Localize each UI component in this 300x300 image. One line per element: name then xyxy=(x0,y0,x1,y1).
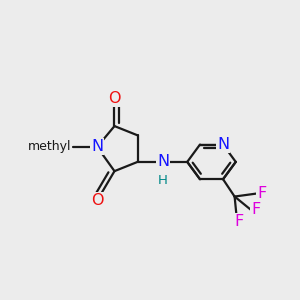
Text: F: F xyxy=(251,202,260,217)
Text: N: N xyxy=(157,154,169,169)
Text: N: N xyxy=(91,140,103,154)
Text: N: N xyxy=(217,137,229,152)
Text: H: H xyxy=(158,174,168,187)
Text: O: O xyxy=(91,193,103,208)
Text: O: O xyxy=(108,91,121,106)
Text: F: F xyxy=(235,214,244,229)
Text: F: F xyxy=(257,186,266,201)
Text: methyl: methyl xyxy=(28,140,72,153)
